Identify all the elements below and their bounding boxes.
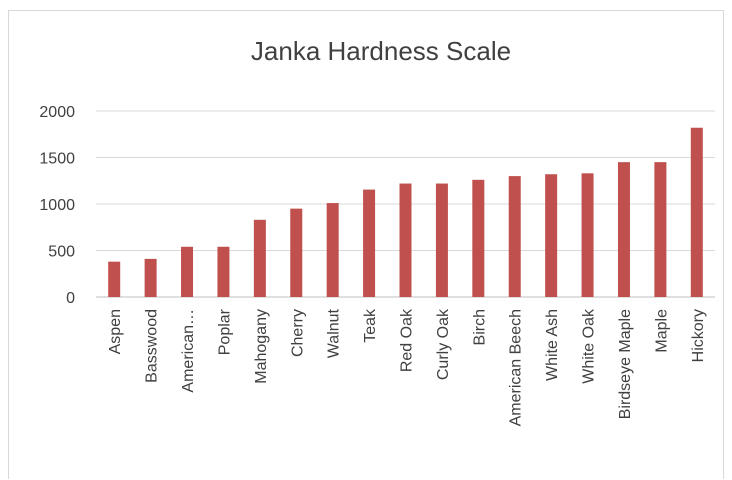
bar (363, 189, 376, 297)
x-category-label: White Ash (544, 309, 561, 381)
x-category-label: Hickory (690, 309, 707, 362)
bars (108, 127, 703, 298)
bar (144, 258, 157, 297)
y-axis-ticks: 0 500 1000 1500 2000 (39, 104, 75, 307)
x-category-label: American… (180, 309, 197, 393)
y-tick-label: 1000 (39, 197, 75, 214)
x-category-label: Poplar (216, 308, 233, 355)
bar (581, 173, 594, 297)
bar (508, 176, 521, 297)
x-category-label: Aspen (107, 309, 124, 354)
bar (435, 183, 448, 297)
x-category-label: Teak (362, 308, 379, 343)
y-tick-label: 1500 (39, 151, 75, 168)
x-category-label: Mahogany (253, 309, 270, 384)
x-category-label: Cherry (289, 309, 306, 357)
x-category-label: Curly Oak (435, 308, 452, 380)
x-category-label: Walnut (326, 308, 343, 358)
bar (399, 183, 412, 297)
chart-frame: Janka Hardness Scale 0 500 1000 1500 2000 As… (8, 10, 724, 479)
x-category-label: Birch (471, 309, 488, 345)
x-category-label: American Beech (508, 309, 525, 426)
x-category-label: Basswood (144, 309, 161, 383)
bar (217, 246, 230, 297)
bar (545, 174, 558, 297)
bar (108, 261, 121, 297)
y-tick-label: 500 (48, 244, 75, 261)
y-tick-label: 0 (66, 290, 75, 307)
x-category-label: Red Oak (399, 308, 416, 372)
x-category-label: Maple (653, 309, 670, 353)
bar (181, 246, 194, 297)
x-category-label: Birdseye Maple (617, 309, 634, 419)
chart-title: Janka Hardness Scale (251, 36, 511, 66)
bar (690, 127, 703, 298)
chart-svg: Janka Hardness Scale 0 500 1000 1500 2000 As… (39, 36, 715, 426)
y-tick-label: 2000 (39, 104, 75, 121)
bar (617, 162, 630, 297)
bar (472, 179, 485, 297)
bar (326, 203, 339, 297)
x-axis-categories: Aspen Basswood American… Poplar Mahogany Cher… (107, 308, 707, 426)
bar (290, 208, 303, 297)
bar (253, 219, 266, 297)
bar (654, 162, 667, 297)
x-category-label: White Oak (581, 308, 598, 384)
